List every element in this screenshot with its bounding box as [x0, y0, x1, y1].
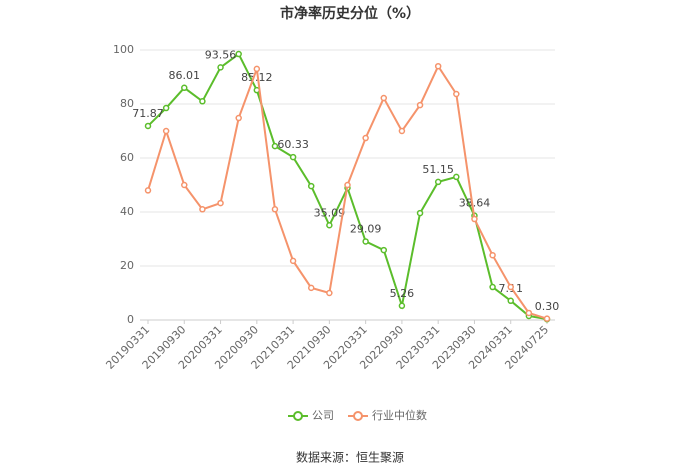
point	[434, 178, 442, 186]
data-label: 85.12	[241, 71, 273, 84]
chart-title: 市净率历史分位（%）	[280, 5, 420, 22]
point	[398, 302, 406, 310]
data-label: 35.09	[314, 206, 346, 219]
point	[507, 283, 514, 291]
point	[289, 257, 297, 265]
point	[416, 209, 424, 217]
data-label: 38.64	[459, 197, 491, 210]
point	[289, 153, 297, 161]
data-label: 60.33	[277, 138, 309, 151]
point	[217, 64, 224, 71]
data-label: 0.30	[535, 300, 560, 313]
point	[453, 173, 460, 181]
point	[326, 222, 333, 229]
point	[235, 50, 242, 58]
point	[162, 104, 170, 112]
data-label: 71.87	[132, 107, 164, 120]
y-tick-label: 20	[120, 259, 134, 272]
point	[362, 238, 369, 245]
point	[398, 127, 406, 135]
point	[489, 283, 496, 291]
legend-marker	[353, 411, 363, 421]
point	[471, 215, 478, 223]
point	[416, 101, 424, 109]
point	[362, 134, 369, 142]
legend-label: 公司	[312, 409, 334, 422]
y-tick-label: 40	[120, 205, 134, 218]
point	[144, 187, 152, 194]
data-label: 93.56	[205, 48, 237, 61]
point	[199, 98, 206, 105]
legend-marker	[293, 411, 303, 421]
legend-label: 行业中位数	[372, 408, 427, 422]
point	[271, 142, 279, 150]
point	[235, 114, 242, 122]
source: 数据来源：恒生聚源	[296, 450, 404, 465]
point	[271, 206, 279, 213]
point	[307, 284, 315, 292]
point	[489, 251, 496, 259]
point	[217, 199, 224, 207]
point	[344, 181, 351, 189]
point	[543, 315, 551, 322]
point	[181, 181, 188, 189]
point	[525, 309, 533, 317]
point	[181, 84, 188, 92]
point	[453, 90, 460, 98]
point	[507, 297, 514, 305]
data-label: 5.26	[390, 287, 415, 300]
point	[434, 62, 442, 70]
y-tick-label: 60	[120, 151, 134, 164]
y-tick-label: 100	[113, 43, 134, 56]
data-label: 51.15	[422, 163, 454, 176]
legend-item: 行业中位数	[348, 408, 427, 422]
point	[380, 246, 388, 254]
legend-item: 公司	[288, 409, 334, 422]
point	[253, 65, 261, 73]
point	[162, 127, 170, 135]
point	[326, 289, 333, 297]
point	[199, 206, 206, 213]
point	[307, 182, 315, 190]
data-label: 29.09	[350, 222, 382, 235]
y-tick-label: 0	[127, 313, 134, 326]
point	[144, 122, 152, 130]
y-tick-label: 80	[120, 97, 134, 110]
point	[380, 94, 388, 102]
data-label: 86.01	[169, 69, 201, 82]
